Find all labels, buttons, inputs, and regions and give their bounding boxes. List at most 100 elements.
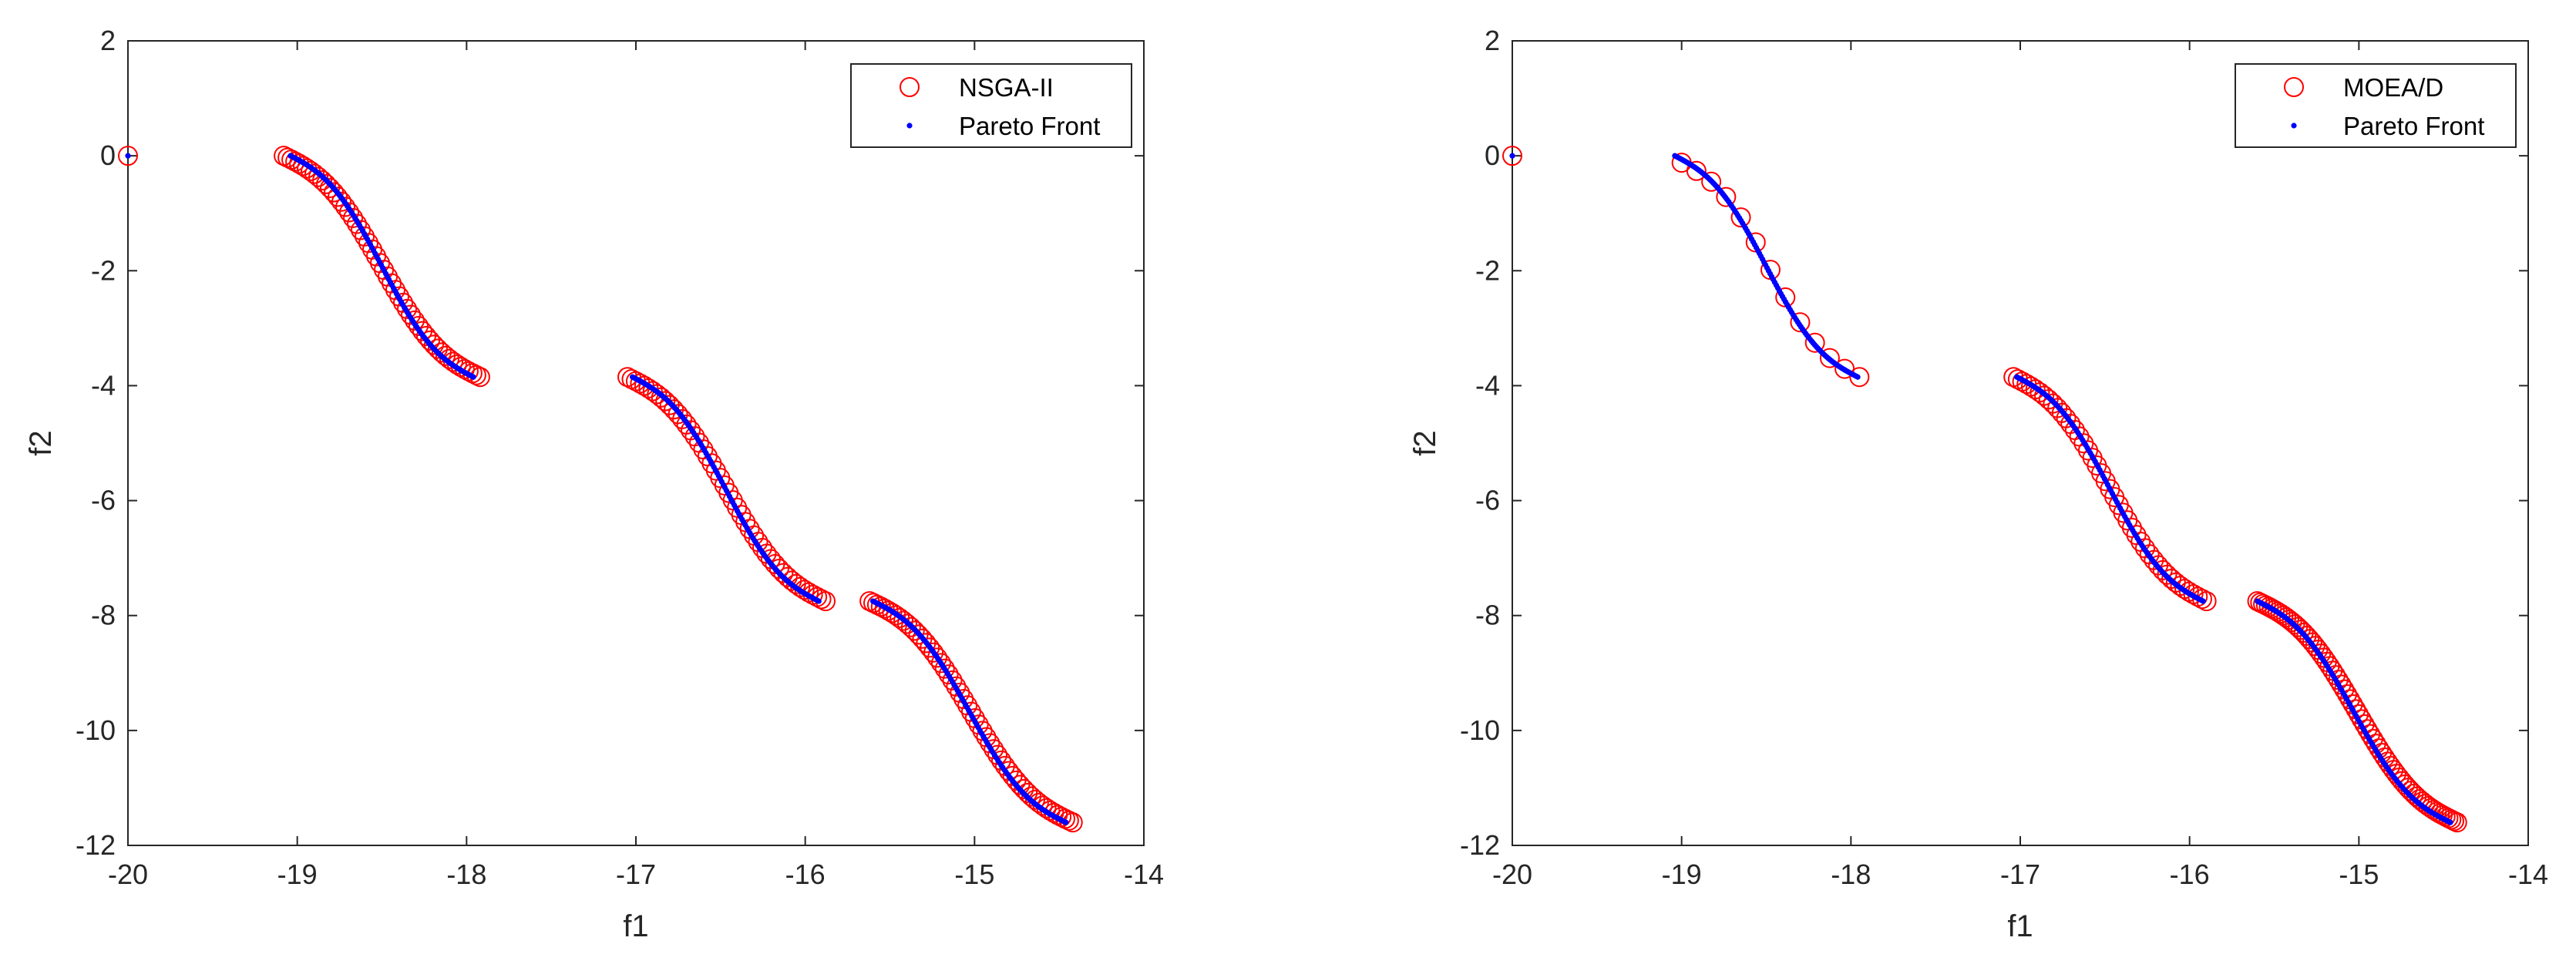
pareto-front-dot <box>2447 819 2453 825</box>
data-point-circle <box>934 658 955 679</box>
data-point-circle <box>904 620 925 641</box>
pareto-front-dot <box>816 598 822 604</box>
data-point-circle <box>118 146 138 166</box>
legend-label: Pareto Front <box>2343 112 2484 140</box>
y-tick-label: 0 <box>100 139 116 171</box>
legend-label: Pareto Front <box>959 112 1100 140</box>
y-tick-label: -12 <box>1460 829 1500 861</box>
y-tick-label: -4 <box>1475 369 1500 401</box>
data-point-circle <box>351 220 372 240</box>
data-point-circle <box>392 292 413 313</box>
data-point-circle <box>960 701 981 722</box>
data-point-circle <box>419 330 440 351</box>
data-point-circle <box>385 280 405 301</box>
data-point-circle <box>1502 146 1522 166</box>
x-axis-label: f1 <box>2007 909 2033 943</box>
plot-area <box>127 40 1145 846</box>
data-point-circle <box>946 676 967 697</box>
y-tick-label: -6 <box>1475 485 1500 516</box>
x-axis-label: f1 <box>623 909 648 943</box>
y-tick-label: -2 <box>1475 254 1500 286</box>
data-point-circle <box>1014 778 1034 799</box>
x-tick-label: -16 <box>785 859 826 890</box>
y-tick-label: -6 <box>91 485 116 516</box>
data-point-circle <box>768 559 789 580</box>
legend-marker-dot <box>906 123 913 129</box>
x-tick-label: -14 <box>1124 859 1164 890</box>
data-point-circle <box>953 689 974 710</box>
data-point-circle <box>423 334 444 355</box>
data-point-circle <box>920 637 940 658</box>
data-point-circle <box>900 617 921 637</box>
series-algorithm <box>1502 146 2467 833</box>
data-point-circle <box>968 714 989 735</box>
chart-panel-nsga2: -20 -19 -18 -17 -16 -15 -14 2 0 -2 -4 -6 -8 -10 -12 f1 f… <box>24 25 1164 943</box>
data-point-circle <box>404 310 425 331</box>
x-tick-label: -18 <box>446 859 486 890</box>
data-point-circle <box>396 298 417 319</box>
data-point-circle <box>950 682 970 703</box>
pareto-front-dot <box>470 374 476 380</box>
data-point-circle <box>331 191 352 212</box>
data-point-circle <box>328 186 348 207</box>
data-point-circle <box>1017 782 1038 803</box>
data-point-circle <box>427 338 448 359</box>
y-axis-label: f2 <box>24 430 58 455</box>
x-tick-label: -17 <box>616 859 656 890</box>
data-point-circle <box>335 197 356 217</box>
series-pareto-front <box>125 153 1069 825</box>
data-point-circle <box>957 695 978 716</box>
data-point-circle <box>1790 312 1811 333</box>
y-tick-label: 0 <box>1485 139 1500 171</box>
series-algorithm <box>118 146 1083 833</box>
data-point-circle <box>408 315 429 336</box>
data-point-circle <box>1028 792 1049 813</box>
x-tick-label: -15 <box>954 859 994 890</box>
data-point-circle <box>339 202 360 223</box>
legend-marker-dot <box>2291 123 2297 129</box>
pareto-front-dot <box>1063 819 1069 825</box>
legend-marker-circle <box>2284 77 2304 97</box>
x-tick-label: -14 <box>2508 859 2548 890</box>
data-point-circle <box>1701 171 1722 192</box>
data-point-circle <box>930 653 951 674</box>
chart-panel-moead: -20 -19 -18 -17 -16 -15 -14 2 0 -2 -4 -6 -8 -10 -12 f1 f… <box>1408 25 2548 943</box>
y-tick-label: -2 <box>91 254 116 286</box>
data-point-circle <box>1849 367 1870 388</box>
data-point-circle <box>304 163 325 184</box>
legend-label: NSGA-II <box>959 73 1054 102</box>
legend-label: MOEA/D <box>2343 73 2443 102</box>
x-tick-label: -20 <box>108 859 148 890</box>
legend-marker-circle <box>900 77 920 97</box>
data-point-circle <box>2191 589 2212 610</box>
y-tick-label: -10 <box>76 714 116 746</box>
data-point-circle <box>400 304 421 325</box>
data-point-circle <box>1010 775 1031 795</box>
data-point-circle <box>938 664 959 685</box>
data-point-circle <box>308 166 329 187</box>
data-point-circle <box>316 173 337 194</box>
data-point-circle <box>896 613 917 634</box>
data-point-circle <box>927 647 948 668</box>
x-tick-label: -18 <box>1831 859 1871 890</box>
series-pareto-front <box>1509 153 2453 825</box>
pareto-front-dot <box>2200 598 2206 604</box>
y-tick-label: 2 <box>1485 25 1500 56</box>
data-point-circle <box>893 610 914 631</box>
data-point-circle <box>923 642 944 663</box>
pareto-front-dot <box>125 153 131 159</box>
data-point-circle <box>1819 348 1840 368</box>
y-tick-label: -12 <box>76 829 116 861</box>
data-point-circle <box>388 286 409 307</box>
data-point-circle <box>343 207 364 228</box>
pareto-front-dot <box>1509 153 1515 159</box>
data-point-circle <box>655 391 676 412</box>
x-tick-label: -17 <box>2000 859 2040 890</box>
y-tick-label: -10 <box>1460 714 1500 746</box>
legend-box <box>850 63 1132 148</box>
y-tick-label: 2 <box>100 25 116 56</box>
x-tick-label: -19 <box>277 859 318 890</box>
y-axis-label: f2 <box>1408 430 1442 455</box>
x-tick-label: -19 <box>1662 859 1702 890</box>
